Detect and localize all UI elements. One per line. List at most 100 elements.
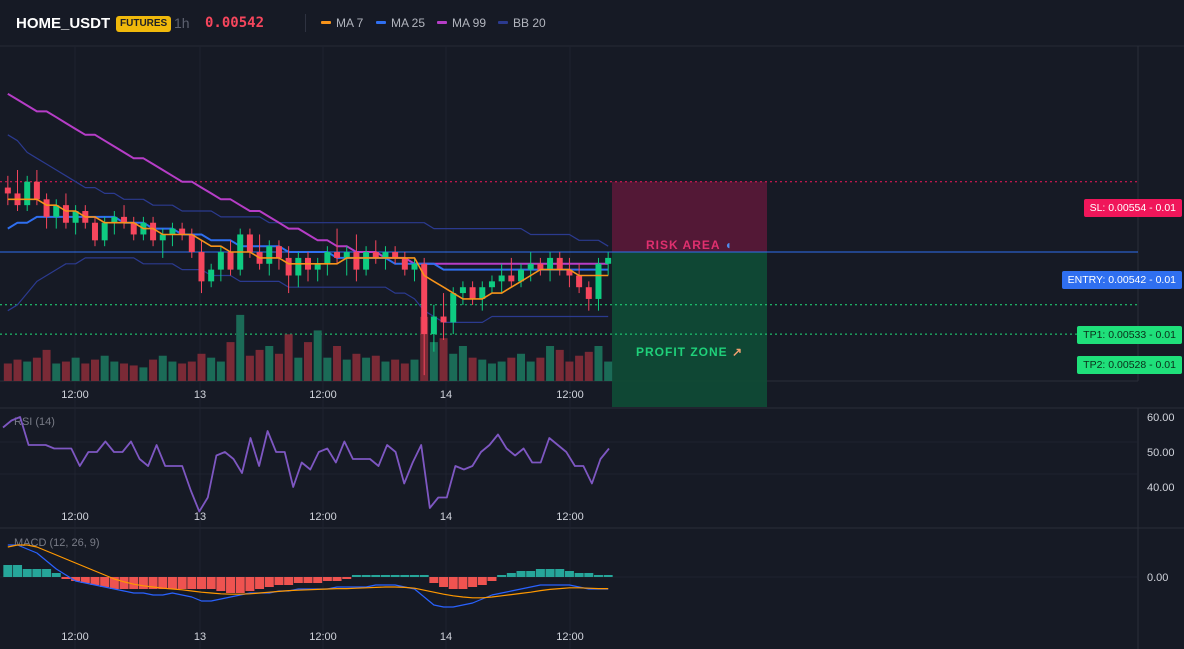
candle-body-down bbox=[372, 252, 379, 258]
tp2-price-tag[interactable]: TP2: 0.00528 - 0.01 bbox=[1077, 356, 1182, 374]
legend-bb20[interactable]: BB 20 bbox=[498, 16, 546, 30]
time-axis-label: 12:00 bbox=[309, 631, 337, 643]
time-axis-label: 14 bbox=[440, 511, 452, 523]
volume-bar bbox=[236, 314, 245, 381]
chart-header: HOME_USDT FUTURES 1h 0.00542 MA 7 MA 25 … bbox=[0, 0, 1184, 46]
macd-histogram-bar bbox=[158, 577, 168, 589]
profit-zone-label: PROFIT ZONE ↗ bbox=[636, 345, 743, 359]
candle-body-down bbox=[62, 205, 69, 223]
candle-body-down bbox=[198, 252, 205, 282]
macd-histogram-bar bbox=[303, 577, 313, 583]
time-axis-label: 12:00 bbox=[556, 631, 584, 643]
macd-histogram-bar bbox=[3, 565, 13, 577]
volume-bar bbox=[139, 367, 148, 381]
macd-histogram-bar bbox=[42, 569, 52, 577]
macd-histogram-bar bbox=[313, 577, 323, 583]
entry-price-tag[interactable]: ENTRY: 0.00542 - 0.01 bbox=[1061, 271, 1182, 289]
volume-bar bbox=[439, 338, 448, 381]
volume-bar bbox=[594, 346, 603, 381]
volume-bar bbox=[284, 334, 293, 381]
candle-body-up bbox=[295, 257, 302, 276]
legend-ma99[interactable]: MA 99 bbox=[437, 16, 486, 30]
candle-body-up bbox=[217, 252, 224, 270]
volume-bar bbox=[313, 330, 322, 381]
legend-ma25-label: MA 25 bbox=[391, 16, 426, 30]
volume-bar bbox=[158, 355, 167, 381]
volume-bar bbox=[52, 363, 61, 381]
candle-body-down bbox=[440, 316, 447, 323]
macd-histogram-bar bbox=[497, 575, 507, 577]
macd-histogram-bar bbox=[332, 577, 342, 581]
volume-bar bbox=[342, 359, 351, 381]
legend-ma7-label: MA 7 bbox=[336, 16, 364, 30]
volume-bar bbox=[274, 353, 283, 381]
volume-bar bbox=[487, 363, 496, 381]
bb-upper-line bbox=[7, 134, 609, 247]
macd-histogram-bar bbox=[245, 577, 255, 591]
symbol-name[interactable]: HOME_USDT bbox=[16, 15, 111, 32]
volume-bar bbox=[323, 357, 332, 381]
sl-price-tag[interactable]: SL: 0.00554 - 0.01 bbox=[1083, 199, 1182, 217]
candle-body-down bbox=[585, 287, 592, 299]
macd-histogram-bar bbox=[390, 575, 400, 577]
macd-histogram-bar bbox=[603, 575, 613, 577]
candle-body-up bbox=[266, 246, 273, 264]
macd-histogram-bar bbox=[380, 575, 390, 577]
volume-bar bbox=[584, 351, 593, 381]
volume-bar bbox=[468, 357, 477, 381]
current-price: 0.00542 bbox=[205, 15, 265, 31]
macd-histogram-bar bbox=[342, 577, 352, 579]
time-axis-label: 12:00 bbox=[556, 511, 584, 523]
macd-histogram-bar bbox=[429, 577, 439, 583]
candle-body-down bbox=[91, 222, 98, 241]
candle-body-down bbox=[4, 187, 11, 194]
candle-body-up bbox=[595, 263, 602, 299]
rsi-title: RSI (14) bbox=[14, 416, 55, 428]
volume-bar bbox=[129, 365, 138, 381]
macd-histogram-bar bbox=[32, 569, 42, 577]
rsi-line bbox=[2, 416, 610, 513]
candle-body-down bbox=[576, 275, 583, 288]
header-divider bbox=[305, 14, 306, 32]
time-axis-label: 12:00 bbox=[61, 389, 89, 401]
candle-body-down bbox=[150, 222, 157, 241]
macd-histogram-bar bbox=[90, 577, 100, 585]
volume-bar bbox=[245, 355, 254, 381]
tp1-price-tag[interactable]: TP1: 0.00533 - 0.01 bbox=[1077, 326, 1182, 344]
volume-bar bbox=[400, 363, 409, 381]
macd-histogram-bar bbox=[255, 577, 265, 589]
macd-histogram-bar bbox=[458, 577, 468, 589]
volume-bar bbox=[197, 353, 206, 381]
ma99-swatch bbox=[437, 21, 447, 25]
candle-body-up bbox=[169, 228, 176, 235]
legend-ma99-label: MA 99 bbox=[452, 16, 487, 30]
candle-body-down bbox=[179, 228, 186, 235]
legend-ma7[interactable]: MA 7 bbox=[321, 16, 363, 30]
macd-histogram-bar bbox=[235, 577, 245, 593]
volume-bar bbox=[71, 357, 80, 381]
timeframe-selector[interactable]: 1h bbox=[174, 15, 190, 31]
time-axis-label: 13 bbox=[194, 631, 206, 643]
volume-bar bbox=[23, 361, 32, 381]
volume-bar bbox=[381, 361, 390, 381]
candle-body-up bbox=[430, 316, 437, 335]
volume-bar bbox=[13, 359, 22, 381]
macd-histogram-bar bbox=[477, 577, 487, 585]
legend-ma25[interactable]: MA 25 bbox=[376, 16, 425, 30]
candle-body-up bbox=[72, 211, 79, 223]
volume-bar bbox=[42, 349, 51, 381]
volume-bar bbox=[517, 353, 526, 381]
macd-histogram-bar bbox=[574, 573, 584, 577]
volume-bar bbox=[449, 353, 458, 381]
macd-histogram-bar bbox=[448, 577, 458, 589]
macd-histogram-bar bbox=[410, 575, 420, 577]
volume-bar bbox=[565, 361, 574, 381]
macd-histogram-bar bbox=[555, 569, 565, 577]
candle-body-up bbox=[343, 252, 350, 258]
macd-histogram-bar bbox=[71, 577, 81, 581]
candle-body-up bbox=[24, 181, 31, 206]
macd-title: MACD (12, 26, 9) bbox=[14, 537, 100, 549]
ma25-line bbox=[7, 215, 609, 271]
volume-bar bbox=[226, 342, 235, 381]
